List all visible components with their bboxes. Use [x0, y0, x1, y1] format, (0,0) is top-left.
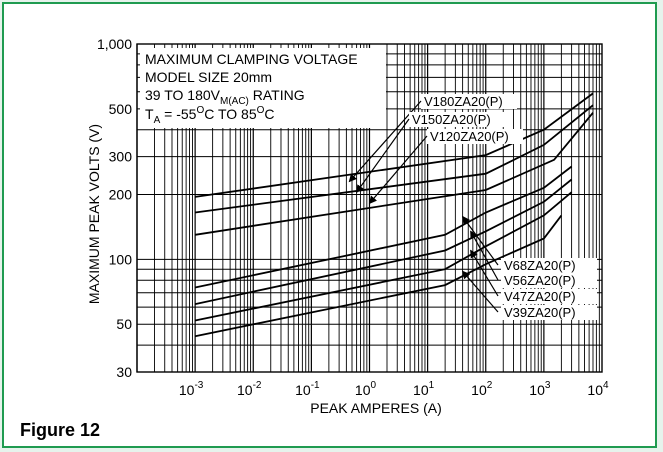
x-tick-exponent: -3	[194, 380, 203, 391]
x-tick-exponent: 0	[371, 380, 377, 391]
y-tick-label: 300	[109, 149, 133, 165]
x-tick-mantissa: 10	[413, 382, 429, 398]
plot-border	[136, 43, 603, 373]
info-line-3-prefix: 39 TO 180V	[145, 87, 221, 103]
info-line-3: 39 TO 180VM(AC) RATING	[145, 87, 305, 107]
x-tick-label: 103	[529, 380, 551, 398]
info-line-3-sub: M(AC)	[220, 96, 249, 107]
series-line-v39za20p	[194, 214, 563, 338]
y-tick-label: 50	[116, 316, 132, 332]
info-line-4-c: C	[264, 106, 274, 122]
annotation-arrow-1	[356, 118, 410, 194]
x-tick-exponent: 3	[545, 380, 551, 391]
x-tick-mantissa: 10	[529, 382, 545, 398]
annotation-label-bg	[427, 129, 523, 144]
info-line-4: TA = -55OC TO 85OC	[145, 105, 275, 126]
annotation-label-bg	[501, 258, 597, 273]
annotation-label-bg	[409, 112, 505, 127]
series-lines	[194, 92, 594, 338]
annotation-label-bg	[501, 289, 597, 304]
series-line-v120za20p	[194, 112, 594, 236]
info-line-2: MODEL SIZE 20mm	[145, 69, 272, 85]
annotation-label-bg	[421, 94, 517, 109]
x-axis-label: PEAK AMPERES (A)	[310, 400, 441, 416]
x-tick-mantissa: 10	[471, 382, 487, 398]
x-tick-label: 10-3	[179, 380, 204, 398]
info-line-3-suffix: RATING	[249, 87, 305, 103]
annotation-arrow-6	[461, 270, 499, 313]
annotation-label-5: V47ZA20(P)	[504, 289, 576, 304]
figure-label: Figure 12	[20, 420, 101, 440]
x-tick-mantissa: 10	[587, 382, 603, 398]
annotation-arrow-4	[470, 230, 499, 281]
annotation-label-2: V120ZA20(P)	[430, 129, 509, 144]
y-tick-label: 1,000	[97, 36, 132, 52]
annotation-label-6: V39ZA20(P)	[504, 305, 576, 320]
x-tick-label: 104	[587, 380, 609, 398]
annotations: V180ZA20(P) V150ZA20(P) V120ZA20(P) V68ZA20…	[348, 94, 597, 320]
info-line-4-deg1: O	[196, 105, 204, 116]
info-line-4-t: T	[145, 106, 154, 122]
annotation-arrow-2	[368, 135, 428, 205]
y-tick-label: 200	[109, 187, 133, 203]
x-tick-exponent: -1	[311, 380, 320, 391]
info-box: MAXIMUM CLAMPING VOLTAGE MODEL SIZE 20mm…	[140, 48, 386, 128]
x-tick-exponent: -2	[253, 380, 262, 391]
x-tick-exponent: 4	[603, 380, 609, 391]
info-line-4-a: = -55	[160, 106, 196, 122]
x-tick-label: 101	[413, 380, 435, 398]
series-line-v47za20p	[194, 191, 573, 322]
x-tick-mantissa: 10	[179, 382, 195, 398]
series-line-v150za20p	[194, 104, 594, 214]
annotation-label-4: V56ZA20(P)	[504, 273, 576, 288]
x-tick-label: 10-1	[295, 380, 320, 398]
x-tick-exponent: 1	[429, 380, 435, 391]
clamping-voltage-chart: MAXIMUM CLAMPING VOLTAGE MODEL SIZE 20mm…	[86, 36, 609, 416]
info-line-1: MAXIMUM CLAMPING VOLTAGE	[145, 51, 358, 67]
x-tick-mantissa: 10	[355, 382, 371, 398]
annotation-label-bg	[501, 305, 597, 320]
x-tick-label: 10-2	[237, 380, 262, 398]
y-tick-label: 100	[109, 251, 133, 267]
annotation-label-1: V150ZA20(P)	[412, 112, 491, 127]
annotation-label-bg	[501, 273, 597, 288]
x-tick-mantissa: 10	[295, 382, 311, 398]
figure-frame: MAXIMUM CLAMPING VOLTAGE MODEL SIZE 20mm…	[2, 2, 657, 448]
y-tick-label: 500	[109, 101, 133, 117]
x-tick-exponent: 2	[487, 380, 493, 391]
info-line-4-t-sub: A	[154, 115, 161, 126]
x-tick-mantissa: 10	[237, 382, 253, 398]
x-tick-label: 102	[471, 380, 493, 398]
info-box-background	[140, 48, 386, 128]
y-tick-label: 30	[116, 364, 132, 380]
annotation-label-3: V68ZA20(P)	[504, 258, 576, 273]
info-line-4-deg2: O	[257, 105, 265, 116]
annotation-arrow-3	[462, 215, 499, 266]
y-axis-label: MAXIMUM PEAK VOLTS (V)	[86, 124, 102, 304]
annotation-arrow-5	[470, 249, 499, 297]
series-line-v68za20p	[194, 165, 573, 289]
series-line-v56za20p	[194, 178, 573, 305]
x-tick-label: 100	[355, 380, 377, 398]
info-line-4-b: C TO 85	[204, 106, 257, 122]
annotation-label-0: V180ZA20(P)	[424, 94, 503, 109]
